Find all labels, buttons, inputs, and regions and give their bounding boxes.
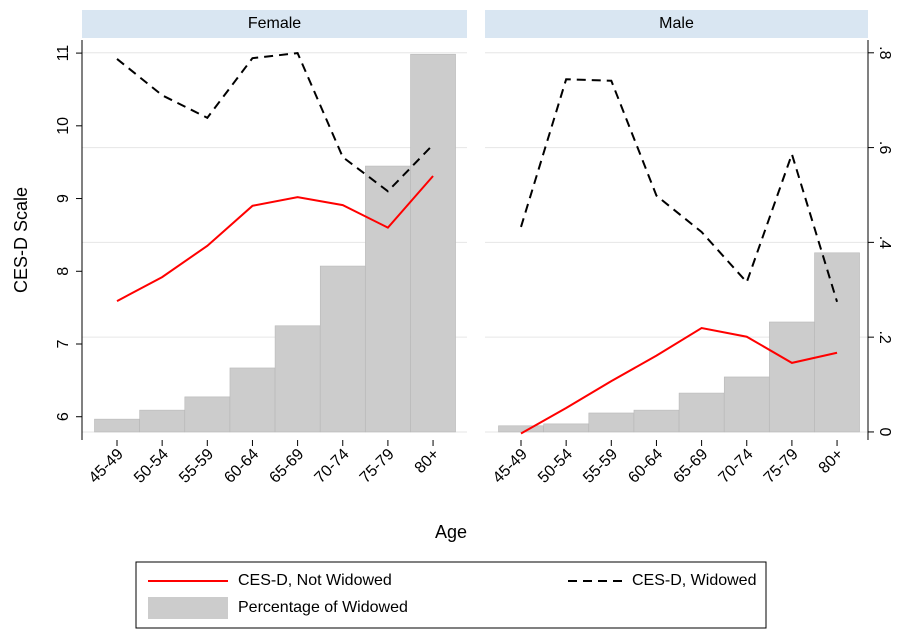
x-tick-label: 45-49 xyxy=(86,446,127,487)
panel-header xyxy=(485,10,868,38)
y2-tick-label: .6 xyxy=(876,141,893,154)
bar xyxy=(274,325,321,433)
bar xyxy=(543,423,589,433)
bar xyxy=(723,376,770,433)
legend-label: Percentage of Widowed xyxy=(238,599,408,616)
y-tick-label: 6 xyxy=(55,412,72,421)
bar xyxy=(633,409,680,433)
bar xyxy=(365,165,411,433)
y2-tick-label: .4 xyxy=(876,236,893,249)
y2-tick-label: 0 xyxy=(876,427,893,436)
x-tick-label: 50-54 xyxy=(535,446,576,487)
panel-header xyxy=(82,10,467,38)
x-tick-label: 55-59 xyxy=(176,446,217,487)
x-tick-label: 55-59 xyxy=(580,446,621,487)
bar xyxy=(184,396,231,433)
x-tick-label: 70-74 xyxy=(716,446,757,487)
bar xyxy=(678,392,725,433)
y-tick-label: 11 xyxy=(55,45,72,62)
y-tick-label: 8 xyxy=(55,267,72,276)
x-tick-label: 75-79 xyxy=(357,446,398,487)
bar xyxy=(139,409,185,433)
bar xyxy=(410,53,456,433)
x-tick-label: 60-64 xyxy=(625,446,666,487)
y2-tick-label: .8 xyxy=(876,46,893,59)
x-tick-label: 50-54 xyxy=(131,446,172,487)
y-tick-label: 7 xyxy=(55,339,72,348)
x-tick-label: 60-64 xyxy=(221,446,262,487)
y-axis-title: CES-D Scale xyxy=(11,187,31,293)
x-axis-title: Age xyxy=(435,522,467,542)
panel-title: Male xyxy=(659,15,694,32)
line-series xyxy=(520,326,838,435)
bar xyxy=(588,412,635,433)
panel-title: Female xyxy=(248,15,301,32)
line-series xyxy=(116,175,434,302)
bar xyxy=(94,418,140,433)
x-tick-label: 65-69 xyxy=(670,446,711,487)
legend-label: CES-D, Not Widowed xyxy=(238,572,392,589)
bar xyxy=(498,425,544,433)
legend-box xyxy=(135,561,767,629)
legend-swatch xyxy=(148,597,228,619)
x-tick-label: 70-74 xyxy=(312,446,353,487)
x-tick-label: 80+ xyxy=(816,446,847,477)
x-tick-label: 80+ xyxy=(412,446,443,477)
x-tick-label: 45-49 xyxy=(490,446,531,487)
bar xyxy=(769,321,815,433)
line-series xyxy=(116,52,434,193)
x-tick-label: 75-79 xyxy=(761,446,802,487)
legend-label: CES-D, Widowed xyxy=(632,572,756,589)
bar xyxy=(229,367,276,433)
y2-tick-label: .2 xyxy=(876,330,893,343)
x-tick-label: 65-69 xyxy=(266,446,307,487)
bar xyxy=(319,265,366,433)
bar xyxy=(814,252,860,433)
line-series xyxy=(520,78,839,303)
y-tick-label: 10 xyxy=(55,117,72,135)
y-tick-label: 9 xyxy=(55,194,72,203)
